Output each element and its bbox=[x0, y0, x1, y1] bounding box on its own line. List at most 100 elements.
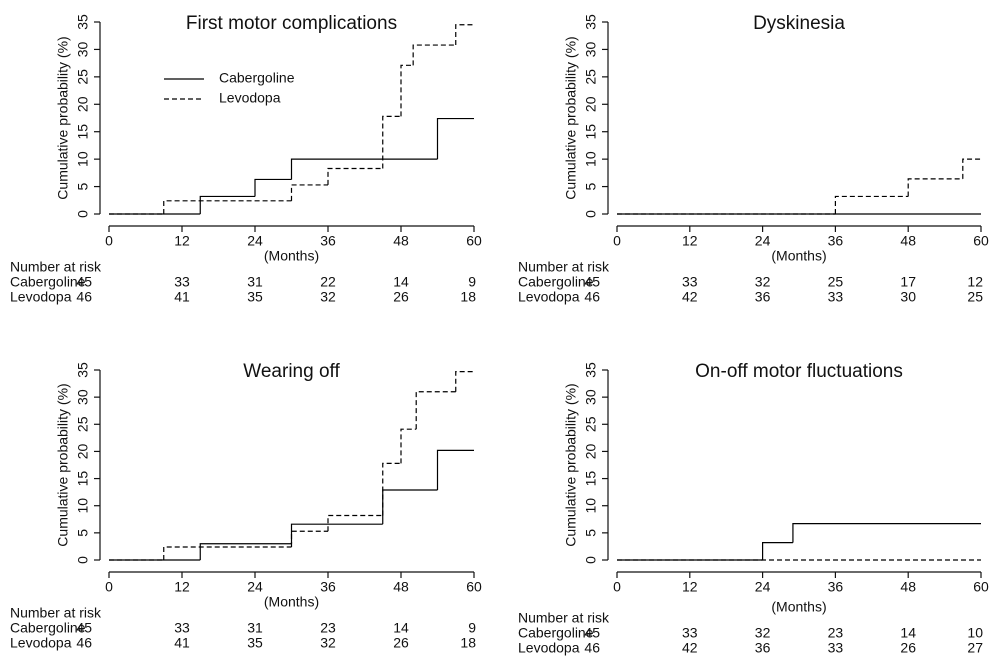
step-segment bbox=[412, 44, 456, 66]
step-segment bbox=[327, 167, 383, 185]
x-tick-label: 36 bbox=[320, 579, 336, 595]
risk-count: 32 bbox=[755, 625, 771, 641]
y-tick-label: 25 bbox=[583, 416, 599, 432]
y-axis-label: Cumulative probability (%) bbox=[55, 36, 71, 199]
risk-count: 32 bbox=[320, 289, 336, 305]
risk-count: 33 bbox=[828, 289, 844, 305]
chart-title: Dyskinesia bbox=[753, 13, 845, 34]
x-tick-label: 60 bbox=[466, 233, 482, 249]
step-segment bbox=[962, 158, 981, 179]
chart-title: First motor complications bbox=[186, 13, 397, 34]
x-tick-label: 48 bbox=[900, 233, 916, 249]
step-segment bbox=[254, 178, 292, 197]
y-tick-label: 35 bbox=[583, 362, 599, 378]
x-axis-label: (Months) bbox=[264, 594, 319, 610]
step-segment bbox=[455, 371, 474, 392]
risk-count: 27 bbox=[967, 640, 983, 656]
x-tick-label: 60 bbox=[973, 233, 989, 249]
risk-count: 30 bbox=[900, 289, 916, 305]
chart-title: On-off motor fluctuations bbox=[695, 361, 903, 382]
y-tick-label: 0 bbox=[583, 556, 599, 564]
x-tick-label: 24 bbox=[755, 579, 771, 595]
x-tick-label: 48 bbox=[393, 579, 409, 595]
step-segment bbox=[382, 462, 401, 516]
risk-table-title: Number at risk bbox=[10, 259, 102, 275]
risk-count: 35 bbox=[247, 289, 263, 305]
step-segment bbox=[436, 449, 474, 490]
risk-count: 42 bbox=[682, 289, 698, 305]
risk-count: 33 bbox=[828, 640, 844, 656]
risk-count: 31 bbox=[247, 274, 263, 290]
step-segment bbox=[290, 158, 438, 180]
y-tick-label: 30 bbox=[583, 389, 599, 405]
x-tick-label: 0 bbox=[613, 579, 621, 595]
risk-count: 10 bbox=[967, 625, 983, 641]
y-tick-label: 30 bbox=[583, 41, 599, 57]
y-axis-label: Cumulative probability (%) bbox=[563, 36, 579, 199]
step-segment bbox=[290, 523, 383, 544]
y-tick-label: 25 bbox=[583, 69, 599, 85]
step-segment bbox=[415, 391, 456, 430]
y-tick-label: 35 bbox=[583, 14, 599, 30]
risk-row-name: Levodopa bbox=[518, 640, 580, 656]
y-axis-label: Cumulative probability (%) bbox=[55, 383, 71, 546]
risk-count: 33 bbox=[682, 625, 698, 641]
risk-count: 35 bbox=[247, 635, 263, 651]
step-segment bbox=[792, 523, 981, 543]
y-tick-label: 25 bbox=[75, 416, 91, 432]
step-segment bbox=[327, 514, 383, 532]
x-tick-label: 0 bbox=[105, 579, 113, 595]
step-segment bbox=[762, 542, 793, 560]
y-tick-label: 15 bbox=[75, 471, 91, 487]
step-segment bbox=[907, 178, 963, 197]
risk-count: 14 bbox=[900, 625, 916, 641]
chart-title: Wearing off bbox=[243, 361, 340, 382]
risk-count: 12 bbox=[967, 274, 983, 290]
x-tick-label: 0 bbox=[105, 233, 113, 249]
x-tick-label: 60 bbox=[973, 579, 989, 595]
y-tick-label: 10 bbox=[75, 151, 91, 167]
risk-count: 32 bbox=[320, 635, 336, 651]
risk-count: 9 bbox=[468, 620, 476, 636]
risk-count: 45 bbox=[584, 625, 600, 641]
risk-row-name: Levodopa bbox=[10, 635, 72, 651]
y-tick-label: 0 bbox=[75, 210, 91, 218]
x-tick-label: 24 bbox=[755, 233, 771, 249]
risk-count: 32 bbox=[755, 274, 771, 290]
risk-count: 25 bbox=[828, 274, 844, 290]
risk-count: 14 bbox=[393, 620, 409, 636]
risk-count: 9 bbox=[468, 274, 476, 290]
y-tick-label: 5 bbox=[583, 529, 599, 537]
x-tick-label: 48 bbox=[393, 233, 409, 249]
risk-count: 41 bbox=[174, 289, 190, 305]
risk-count: 25 bbox=[967, 289, 983, 305]
risk-count: 41 bbox=[174, 635, 190, 651]
y-tick-label: 10 bbox=[75, 498, 91, 514]
x-axis-label: (Months) bbox=[771, 248, 826, 264]
risk-row-name: Levodopa bbox=[518, 289, 580, 305]
step-segment bbox=[382, 115, 401, 169]
risk-count: 42 bbox=[682, 640, 698, 656]
y-tick-label: 20 bbox=[583, 443, 599, 459]
risk-table-title: Number at risk bbox=[518, 259, 610, 275]
risk-row-name: Cabergoline bbox=[10, 620, 86, 636]
step-segment bbox=[382, 489, 438, 525]
y-tick-label: 30 bbox=[75, 41, 91, 57]
legend-label: Levodopa bbox=[219, 90, 281, 106]
step-segment bbox=[163, 200, 292, 214]
risk-row-name: Cabergoline bbox=[518, 625, 594, 641]
x-tick-label: 0 bbox=[613, 233, 621, 249]
y-tick-label: 10 bbox=[583, 151, 599, 167]
risk-count: 23 bbox=[828, 625, 844, 641]
y-tick-label: 5 bbox=[583, 182, 599, 190]
risk-count: 26 bbox=[393, 635, 409, 651]
x-tick-label: 24 bbox=[247, 579, 263, 595]
risk-count: 45 bbox=[76, 274, 92, 290]
y-tick-label: 20 bbox=[75, 443, 91, 459]
risk-count: 33 bbox=[174, 620, 190, 636]
risk-count: 26 bbox=[900, 640, 916, 656]
risk-row-name: Cabergoline bbox=[518, 274, 594, 290]
risk-count: 18 bbox=[460, 289, 476, 305]
y-tick-label: 30 bbox=[75, 389, 91, 405]
